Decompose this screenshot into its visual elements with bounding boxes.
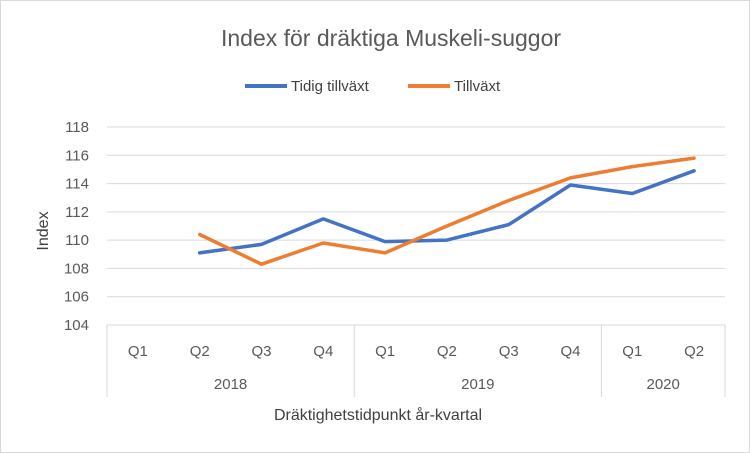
x-tick-label-9: Q1 xyxy=(622,343,642,360)
series-line-tidig-tillvaxt xyxy=(197,169,696,255)
x-axis-title: Dräktighetstidpunkt år-kvartal xyxy=(274,406,482,424)
y-tick-label-110: 110 xyxy=(65,232,89,249)
x-tick-label-4: Q4 xyxy=(313,343,333,360)
x-tick-label-10: Q2 xyxy=(684,343,704,360)
series-lines xyxy=(197,156,696,266)
y-tick-labels: 104 106 108 110 112 114 116 118 xyxy=(64,119,89,334)
year-label-2018: 2018 xyxy=(214,376,247,393)
x-tick-label-6: Q2 xyxy=(437,343,457,360)
series-line-tillvaxt xyxy=(197,156,696,266)
y-tick-label-112: 112 xyxy=(65,204,89,221)
x-tick-label-8: Q4 xyxy=(560,343,580,360)
x-tick-label-1: Q1 xyxy=(128,343,148,360)
x-tick-label-3: Q3 xyxy=(251,343,271,360)
y-tick-label-116: 116 xyxy=(65,147,89,164)
chart-title: Index för dräktiga Muskeli-suggor xyxy=(221,25,561,51)
gridlines xyxy=(107,126,725,326)
x-tick-label-5: Q1 xyxy=(375,343,395,360)
x-tick-label-2: Q2 xyxy=(190,343,210,360)
legend-label-tidig-tillvaxt: Tidig tillväxt xyxy=(291,78,370,95)
x-tick-label-7: Q3 xyxy=(499,343,519,360)
year-label-2019: 2019 xyxy=(461,376,494,393)
year-label-2020: 2020 xyxy=(647,376,680,393)
y-tick-label-118: 118 xyxy=(65,119,89,136)
y-axis-title: Index xyxy=(35,211,52,250)
y-tick-label-108: 108 xyxy=(64,260,89,277)
y-tick-label-104: 104 xyxy=(64,317,89,334)
legend: Tidig tillväxt Tillväxt xyxy=(245,78,501,95)
y-tick-label-106: 106 xyxy=(64,289,89,306)
y-tick-label-114: 114 xyxy=(65,176,89,193)
legend-label-tillvaxt: Tillväxt xyxy=(454,78,501,95)
